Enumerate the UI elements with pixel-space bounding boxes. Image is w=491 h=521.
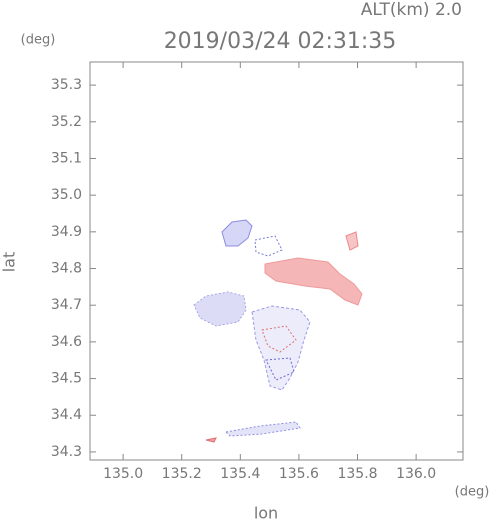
echo-region (224, 421, 301, 437)
x-tick-label: 135.0 (103, 466, 143, 482)
x-axis-label: lon (254, 504, 278, 521)
echo-region (205, 437, 217, 443)
echo-region (221, 219, 253, 247)
x-tick-label: 136.0 (396, 466, 436, 482)
y-tick-label: 35.0 (51, 187, 82, 203)
echo-field (193, 219, 363, 443)
y-tick-label: 34.9 (51, 224, 82, 240)
echo-region (251, 305, 311, 391)
y-tick-label: 34.5 (51, 371, 82, 387)
y-tick-label: 34.7 (51, 297, 82, 313)
echo-region (345, 231, 359, 251)
echo-region (193, 291, 247, 327)
plot-frame (89, 61, 464, 461)
y-tick-label: 35.1 (51, 150, 82, 166)
x-tick-label: 135.4 (220, 466, 260, 482)
altitude-label: ALT(km) 2.0 (361, 0, 462, 20)
y-tick-label: 35.2 (51, 114, 82, 130)
echo-region (254, 235, 283, 257)
x-tick-label: 135.6 (279, 466, 319, 482)
x-tick-label: 135.8 (337, 466, 377, 482)
x-tick-label: 135.2 (162, 466, 202, 482)
y-tick-label: 34.6 (51, 334, 82, 350)
y-axis-label: lat (0, 252, 19, 273)
y-tick-label: 34.3 (51, 444, 82, 460)
y-unit: (deg) (21, 33, 56, 48)
x-unit: (deg) (455, 485, 490, 500)
y-tick-label: 35.3 (51, 77, 82, 93)
y-tick-label: 34.8 (51, 261, 82, 277)
echo-region (264, 257, 363, 306)
echo-region (261, 325, 297, 353)
chart-title: 2019/03/24 02:31:35 (164, 29, 397, 54)
echo-region (265, 357, 295, 381)
y-tick-label: 34.4 (51, 407, 82, 423)
